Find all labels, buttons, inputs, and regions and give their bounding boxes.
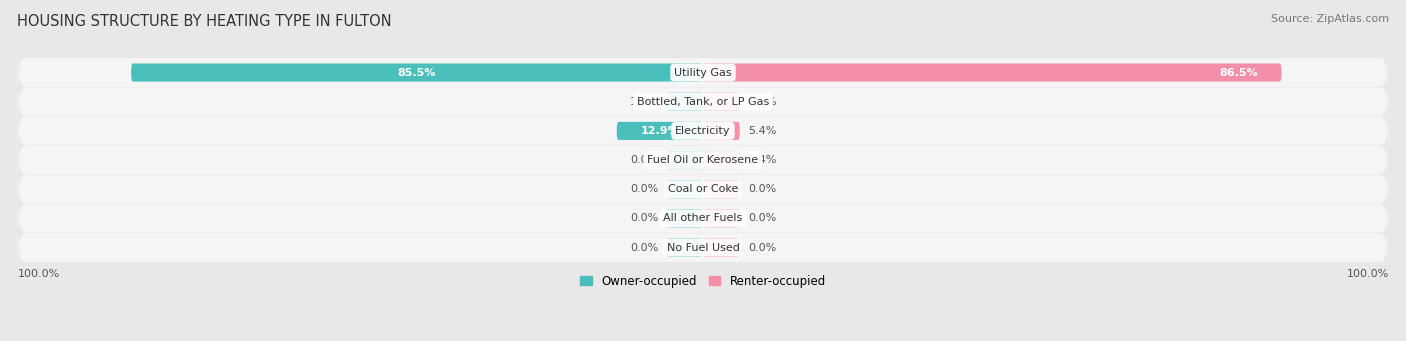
FancyBboxPatch shape bbox=[17, 52, 1389, 93]
FancyBboxPatch shape bbox=[17, 198, 1389, 239]
FancyBboxPatch shape bbox=[703, 63, 1282, 81]
Text: 12.9%: 12.9% bbox=[641, 126, 679, 136]
FancyBboxPatch shape bbox=[666, 238, 703, 256]
Text: 85.5%: 85.5% bbox=[398, 68, 436, 77]
Text: 100.0%: 100.0% bbox=[1347, 269, 1389, 279]
FancyBboxPatch shape bbox=[703, 238, 740, 256]
Text: Utility Gas: Utility Gas bbox=[675, 68, 731, 77]
FancyBboxPatch shape bbox=[17, 168, 1389, 210]
Text: 86.5%: 86.5% bbox=[1219, 68, 1258, 77]
FancyBboxPatch shape bbox=[703, 122, 740, 140]
Text: All other Fuels: All other Fuels bbox=[664, 213, 742, 223]
FancyBboxPatch shape bbox=[703, 180, 740, 198]
Text: 5.4%: 5.4% bbox=[748, 155, 776, 165]
Text: 0.0%: 0.0% bbox=[630, 213, 658, 223]
Text: 100.0%: 100.0% bbox=[17, 269, 59, 279]
FancyBboxPatch shape bbox=[703, 151, 740, 169]
Text: Fuel Oil or Kerosene: Fuel Oil or Kerosene bbox=[647, 155, 759, 165]
Text: Coal or Coke: Coal or Coke bbox=[668, 184, 738, 194]
FancyBboxPatch shape bbox=[666, 151, 703, 169]
Text: 1.6%: 1.6% bbox=[630, 97, 658, 107]
Text: Electricity: Electricity bbox=[675, 126, 731, 136]
Text: 2.7%: 2.7% bbox=[748, 97, 776, 107]
Text: 0.0%: 0.0% bbox=[630, 242, 658, 253]
FancyBboxPatch shape bbox=[666, 180, 703, 198]
FancyBboxPatch shape bbox=[703, 209, 740, 227]
Text: Source: ZipAtlas.com: Source: ZipAtlas.com bbox=[1271, 14, 1389, 24]
Text: HOUSING STRUCTURE BY HEATING TYPE IN FULTON: HOUSING STRUCTURE BY HEATING TYPE IN FUL… bbox=[17, 14, 391, 29]
FancyBboxPatch shape bbox=[703, 93, 740, 111]
Text: 0.0%: 0.0% bbox=[748, 242, 776, 253]
Text: 0.0%: 0.0% bbox=[748, 213, 776, 223]
Text: 0.0%: 0.0% bbox=[630, 184, 658, 194]
FancyBboxPatch shape bbox=[131, 63, 703, 81]
FancyBboxPatch shape bbox=[617, 122, 703, 140]
FancyBboxPatch shape bbox=[17, 81, 1389, 122]
Legend: Owner-occupied, Renter-occupied: Owner-occupied, Renter-occupied bbox=[575, 270, 831, 292]
Text: 0.0%: 0.0% bbox=[630, 155, 658, 165]
Text: 0.0%: 0.0% bbox=[748, 184, 776, 194]
FancyBboxPatch shape bbox=[17, 110, 1389, 152]
Text: Bottled, Tank, or LP Gas: Bottled, Tank, or LP Gas bbox=[637, 97, 769, 107]
Text: No Fuel Used: No Fuel Used bbox=[666, 242, 740, 253]
FancyBboxPatch shape bbox=[666, 93, 703, 111]
Text: 5.4%: 5.4% bbox=[748, 126, 776, 136]
FancyBboxPatch shape bbox=[17, 227, 1389, 268]
FancyBboxPatch shape bbox=[666, 209, 703, 227]
FancyBboxPatch shape bbox=[17, 139, 1389, 181]
